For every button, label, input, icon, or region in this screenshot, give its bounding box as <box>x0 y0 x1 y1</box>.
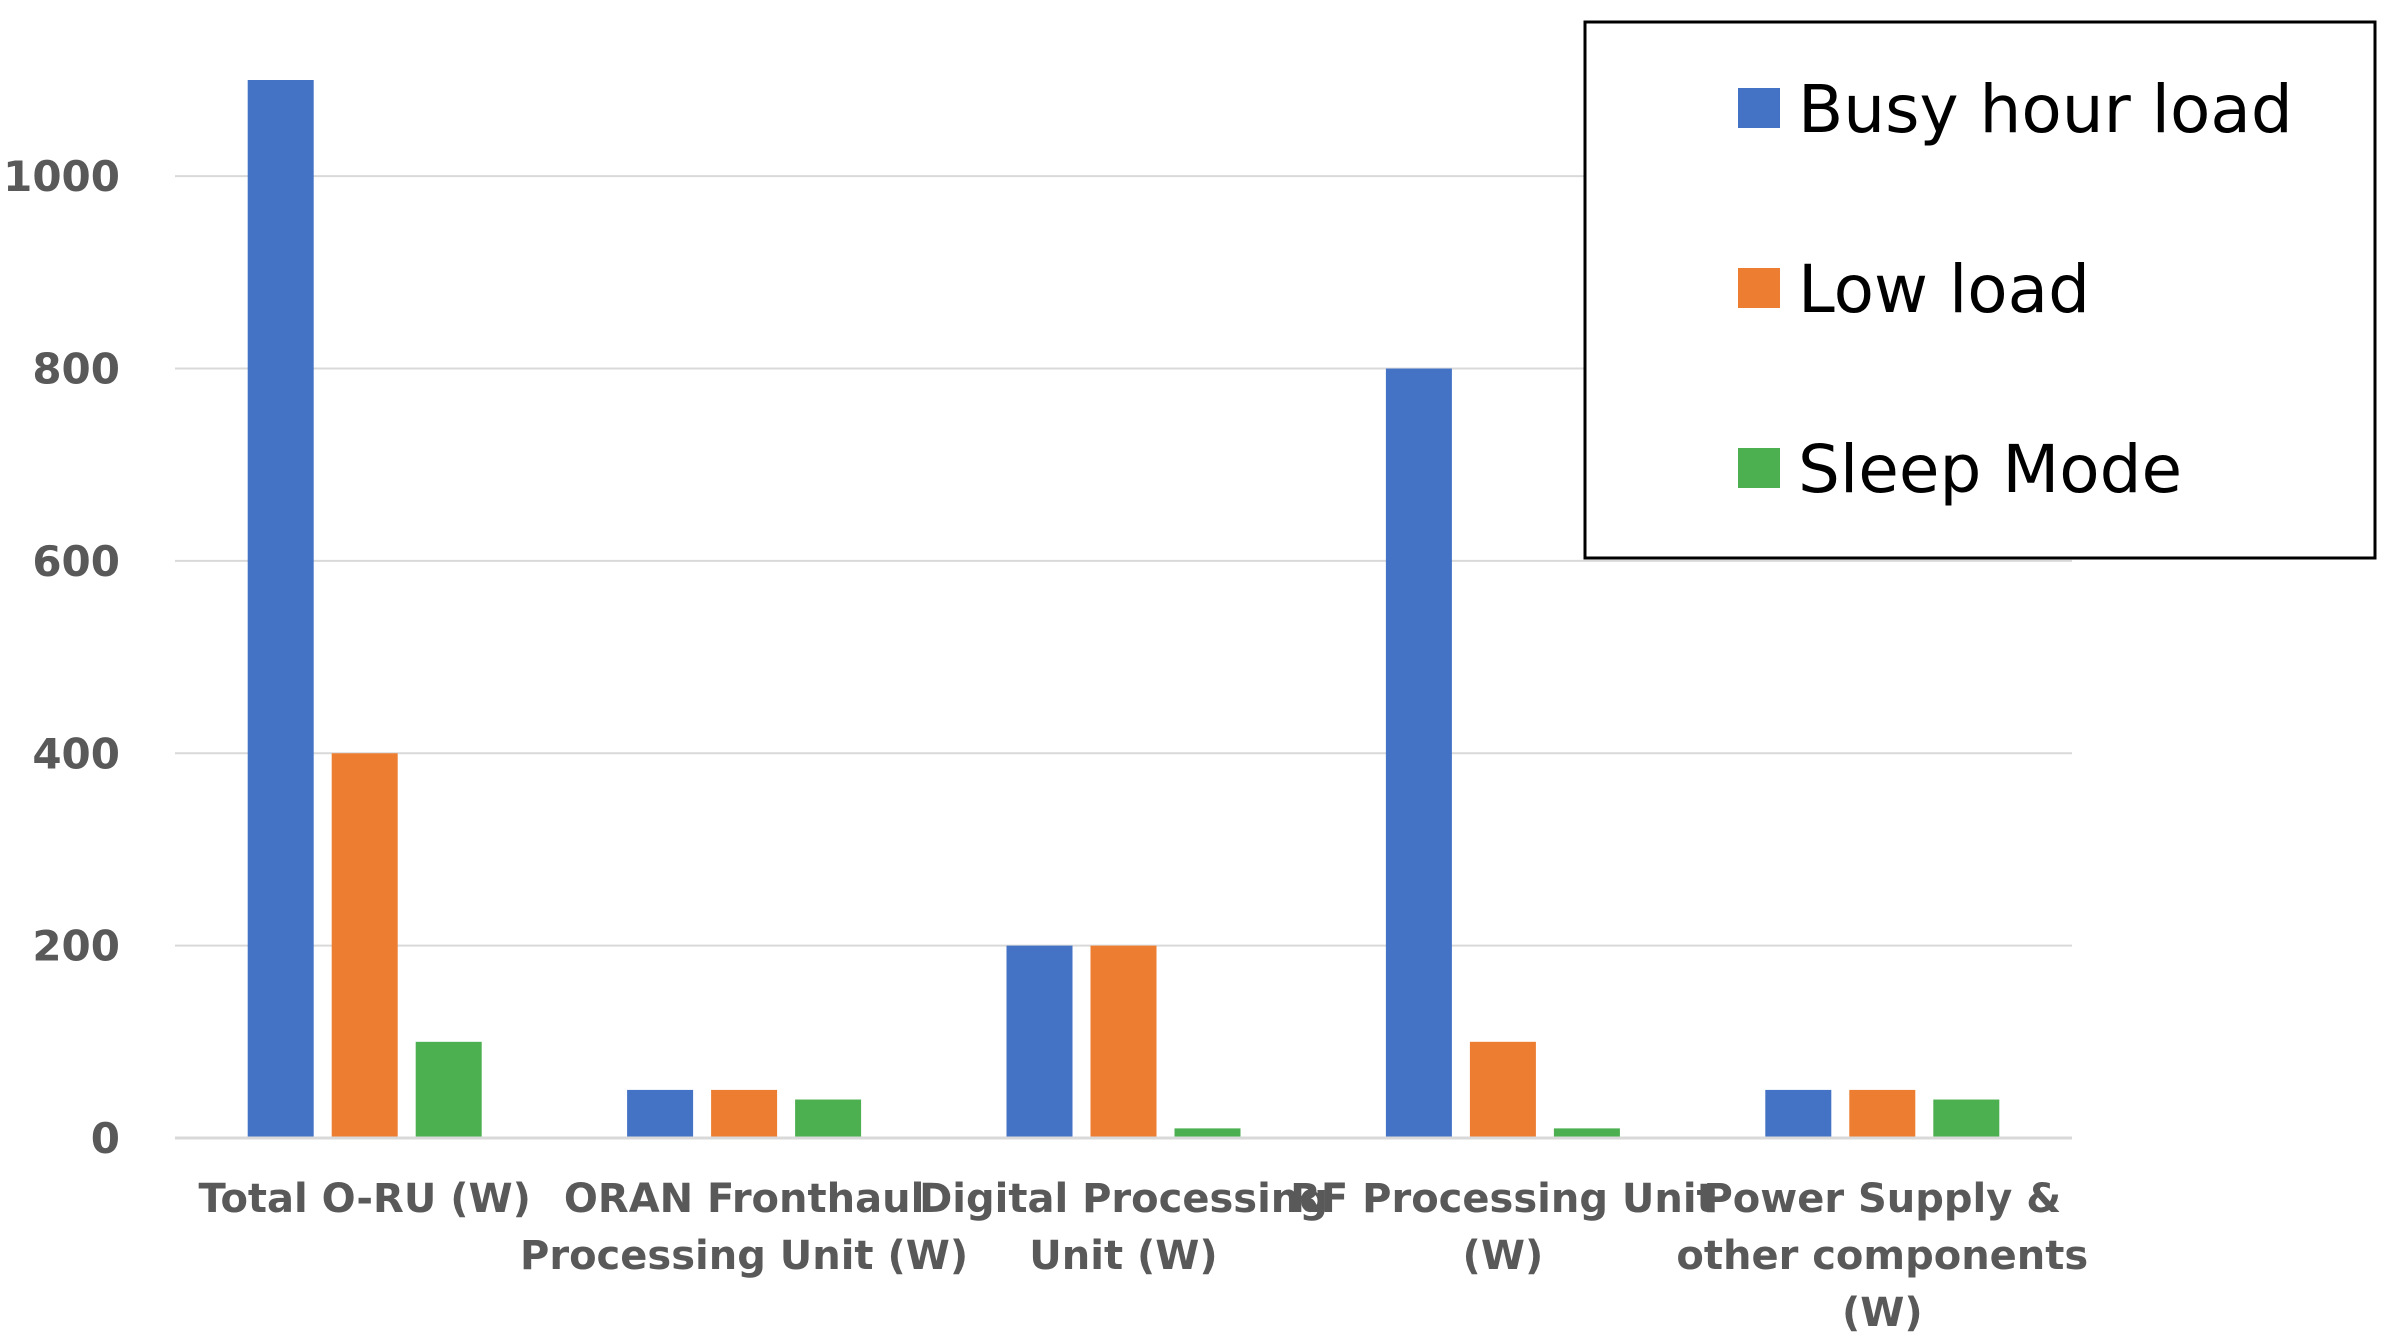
y-tick-label: 400 <box>32 729 120 778</box>
bar <box>795 1099 862 1138</box>
legend-label: Sleep Mode <box>1798 431 2182 508</box>
y-tick-label: 0 <box>91 1114 120 1163</box>
x-tick-label: RF Processing Unit (W) <box>1290 1176 1716 1279</box>
legend-swatch <box>1738 448 1780 488</box>
bar <box>1765 1089 1832 1138</box>
bar <box>1469 1041 1536 1138</box>
bar <box>1090 945 1157 1138</box>
y-tick-label: 200 <box>32 922 120 971</box>
legend-label: Low load <box>1798 251 2090 328</box>
y-axis-tick-labels: 0 200 400 600 800 1000 <box>3 152 120 1163</box>
x-tick-label: Digital Processing Unit (W) <box>919 1176 1328 1279</box>
y-tick-label: 600 <box>32 537 120 586</box>
y-tick-label: 1000 <box>3 152 120 201</box>
bar <box>331 753 398 1138</box>
bar <box>1006 945 1073 1138</box>
bar <box>1849 1089 1916 1138</box>
bar <box>1933 1099 2000 1138</box>
bar <box>711 1089 778 1138</box>
legend-label: Busy hour load <box>1798 71 2293 148</box>
y-tick-label: 800 <box>32 345 120 394</box>
x-tick-label: ORAN Fronthaul Processing Unit (W) <box>520 1176 968 1279</box>
legend-swatch <box>1738 88 1780 128</box>
bar <box>415 1041 482 1138</box>
bars <box>247 80 2000 1139</box>
x-tick-label: Power Supply & other components (W) <box>1676 1176 2088 1336</box>
x-axis-tick-labels: Total O-RU (W) ORAN Fronthaul Processing U… <box>198 1176 2088 1336</box>
bar <box>247 80 314 1138</box>
bar <box>1174 1128 1241 1138</box>
bar <box>1553 1128 1620 1138</box>
x-tick-label: Total O-RU (W) <box>198 1176 530 1222</box>
bar <box>627 1089 694 1138</box>
bar <box>1385 368 1452 1139</box>
legend-box <box>1583 20 2377 560</box>
legend-swatch <box>1738 268 1780 308</box>
legend: Busy hour load Low load Sleep Mode <box>1583 20 2377 560</box>
